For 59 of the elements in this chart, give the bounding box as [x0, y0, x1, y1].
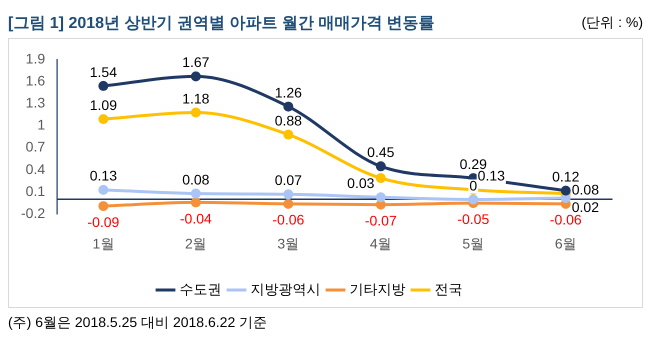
point [190, 188, 201, 199]
point [98, 184, 108, 195]
legend-label: 수도권 [180, 280, 222, 297]
data-label: 0 [469, 177, 478, 194]
point [98, 80, 108, 91]
point [560, 192, 571, 203]
data-label: 0.08 [182, 171, 210, 188]
data-label: 1.18 [182, 90, 210, 106]
point [376, 192, 386, 202]
x-tick-label: 2월 [184, 235, 207, 252]
x-tick-label: 3월 [277, 235, 300, 252]
text: (주) 6월은 2018.5.25 대비 2018.6.22 기준 [8, 314, 268, 332]
legend-label: 전국 [434, 280, 462, 297]
text: (단위 : %) [582, 14, 643, 32]
x-tick-label: 5월 [462, 235, 484, 252]
y-tick-label: 1.6 [26, 72, 46, 88]
point [468, 194, 478, 204]
legend-label: 기타지방 [350, 280, 406, 297]
data-label: 0.07 [274, 172, 302, 188]
chart-title: [그림 1] 2018년 상반기 권역별 아파트 월간 매매가격 변동률 [8, 14, 435, 34]
point [376, 161, 386, 172]
y-tick-label: -0.2 [21, 205, 46, 222]
data-label: 1.54 [90, 64, 118, 80]
point [283, 130, 294, 140]
y-tick-label: 0.1 [26, 182, 46, 199]
x-tick-label: 1월 [92, 235, 114, 252]
y-tick-label: 1.9 [26, 50, 46, 66]
data-label: 0.08 [572, 181, 600, 198]
point [190, 197, 201, 208]
point [376, 200, 386, 210]
data-label: 0.03 [347, 175, 375, 192]
point [98, 114, 108, 124]
y-tick-label: 0.7 [26, 138, 46, 155]
data-label: 1.09 [90, 96, 118, 113]
point [376, 173, 386, 184]
y-tick-label: 0.4 [26, 160, 46, 177]
point [283, 102, 294, 112]
data-label: 1.67 [182, 54, 210, 70]
data-label: 0.45 [367, 144, 395, 160]
data-label: -0.06 [272, 212, 304, 228]
x-tick-label: 6월 [554, 235, 577, 252]
data-label: -0.07 [364, 212, 397, 228]
legend-label: 지방광역시 [250, 280, 320, 297]
data-label: -0.05 [457, 211, 490, 227]
data-label: 1.26 [274, 84, 302, 100]
point [560, 186, 571, 196]
data-label: 0.13 [90, 168, 118, 184]
point [190, 107, 201, 118]
point [190, 71, 201, 82]
y-tick-label: 1.3 [26, 94, 46, 110]
data-label: -0.09 [87, 214, 120, 230]
data-label: 0.88 [274, 112, 302, 128]
x-tick-label: 4월 [370, 235, 392, 252]
point [283, 189, 294, 200]
data-label: 0.02 [572, 198, 600, 215]
point [283, 198, 294, 209]
point [98, 201, 108, 212]
y-tick-label: 1 [37, 116, 46, 133]
data-label: -0.04 [180, 210, 212, 226]
